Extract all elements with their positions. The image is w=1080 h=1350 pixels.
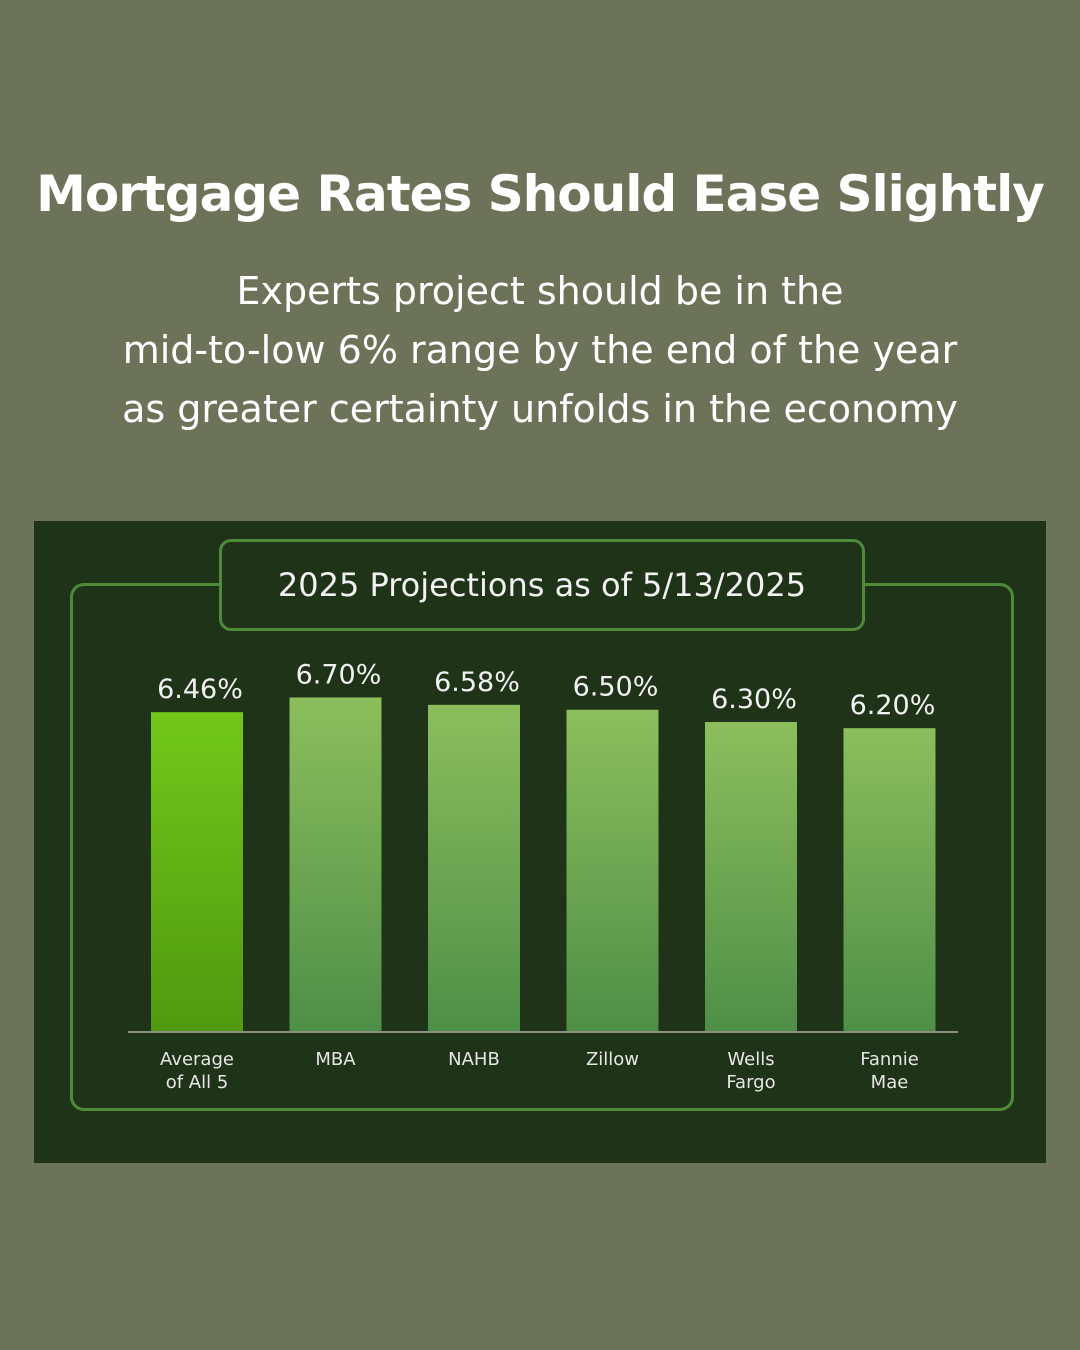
bar-value-label: 6.58% — [434, 667, 520, 698]
chart-panel: 2025 Projections as of 5/13/2025 6.46% Av… — [34, 521, 1046, 1163]
category-label: Average of All 5 — [160, 1049, 234, 1093]
page-title: Mortgage Rates Should Ease Slightly — [36, 165, 1045, 223]
subtitle-line: Experts project should be in the — [236, 269, 844, 313]
category-label-line: of All 5 — [166, 1072, 229, 1093]
bar — [428, 704, 520, 1032]
bar — [289, 697, 382, 1032]
category-label-line: Fannie — [860, 1049, 919, 1070]
chart-title: 2025 Projections as of 5/13/2025 — [277, 566, 807, 604]
subtitle-line: mid-to-low 6% range by the end of the ye… — [122, 328, 958, 372]
category-label: Fannie Mae — [860, 1049, 919, 1093]
bar — [705, 722, 797, 1032]
category-label-line: Zillow — [586, 1049, 639, 1070]
category-label: Wells Fargo — [726, 1049, 775, 1093]
category-label-line: NAHB — [448, 1049, 500, 1070]
category-label-line: Wells — [727, 1049, 774, 1070]
bar — [566, 709, 659, 1032]
subtitle-line: as greater certainty unfolds in the econ… — [122, 387, 958, 431]
bar-value-label: 6.46% — [157, 674, 243, 705]
category-label-line: Fargo — [726, 1072, 775, 1093]
page-subtitle: Experts project should be in the mid-to-… — [60, 262, 1020, 439]
category-label-line: Average — [160, 1049, 234, 1070]
category-label: Zillow — [586, 1049, 639, 1070]
bar-value-label: 6.30% — [711, 684, 797, 715]
category-label: NAHB — [448, 1049, 500, 1070]
category-label: MBA — [315, 1049, 356, 1070]
bar-chart: 6.46% Average of All 5 6.70% MBA 6.58% NAHB 6.5… — [128, 659, 958, 1093]
category-label-line: MBA — [315, 1049, 356, 1070]
bar-value-label: 6.70% — [296, 659, 382, 690]
bar — [843, 728, 936, 1032]
bar — [151, 712, 243, 1032]
category-label-line: Mae — [871, 1072, 909, 1093]
bar-value-label: 6.50% — [573, 672, 659, 703]
bar-value-label: 6.20% — [850, 690, 936, 721]
chart-title-box: 2025 Projections as of 5/13/2025 — [219, 539, 865, 631]
